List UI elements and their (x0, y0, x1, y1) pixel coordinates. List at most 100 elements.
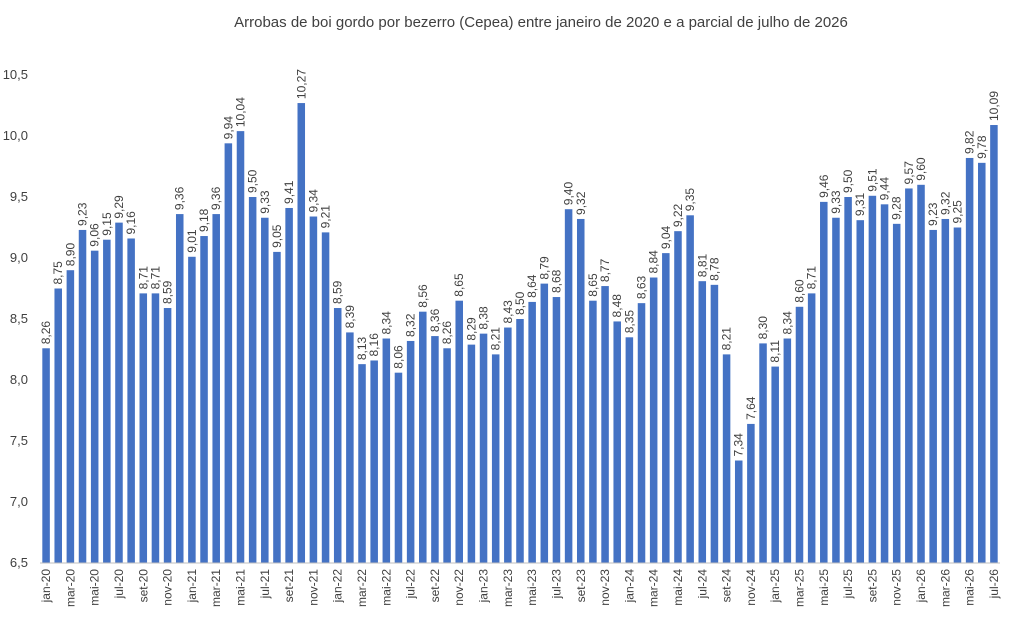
data-label: 9,33 (258, 190, 272, 214)
bar (406, 340, 415, 563)
bar (953, 227, 962, 563)
x-tick-label: set-20 (136, 569, 150, 603)
data-label: 9,25 (950, 200, 964, 224)
bar (589, 300, 597, 563)
data-label: 8,63 (635, 275, 649, 299)
data-label: 10,27 (294, 69, 308, 99)
data-label: 8,79 (537, 256, 551, 280)
y-tick-label: 8,0 (10, 372, 28, 387)
x-tick-label: mai-22 (379, 569, 393, 606)
data-label: 9,28 (890, 196, 904, 220)
data-label: 9,16 (124, 211, 138, 235)
bar (844, 197, 852, 563)
data-label: 8,34 (379, 311, 393, 335)
data-label: 8,84 (647, 250, 661, 274)
bar (42, 348, 50, 563)
data-label: 8,30 (756, 316, 770, 340)
bar (309, 216, 318, 563)
bar (151, 293, 160, 563)
data-label: 9,44 (878, 177, 892, 201)
bar (115, 222, 123, 563)
data-label: 8,38 (477, 306, 491, 330)
x-tick-label: mar-26 (938, 569, 952, 607)
y-tick-label: 7,5 (10, 433, 28, 448)
x-tick-label: jul-22 (404, 569, 418, 600)
bar (613, 321, 621, 563)
bar (66, 270, 75, 563)
bar (747, 423, 755, 563)
bar (321, 232, 330, 563)
data-label: 9,46 (817, 174, 831, 198)
data-label: 8,29 (464, 317, 478, 341)
bar (540, 283, 549, 563)
data-label: 9,01 (185, 229, 199, 253)
y-tick-label: 10,5 (3, 67, 28, 82)
bar (880, 204, 889, 563)
data-label: 8,26 (39, 321, 53, 345)
bar (297, 103, 306, 563)
y-tick-label: 10,0 (3, 128, 28, 143)
bar (528, 301, 536, 563)
x-tick-label: jul-25 (841, 569, 855, 600)
bar (248, 197, 257, 563)
bar (662, 253, 670, 563)
data-label: 8,90 (63, 243, 77, 267)
data-label: 8,11 (768, 340, 782, 363)
bar (504, 327, 512, 563)
data-label: 9,33 (829, 190, 843, 214)
data-label: 9,82 (963, 130, 977, 154)
data-label: 9,05 (270, 224, 284, 248)
x-tick-label: mai-23 (525, 569, 539, 606)
x-tick-label: mai-20 (88, 569, 102, 606)
bar (868, 195, 877, 563)
data-label: 9,41 (282, 180, 296, 204)
x-tick-label: nov-21 (306, 569, 320, 606)
bar (905, 188, 913, 563)
x-tick-label: mar-21 (209, 569, 223, 607)
bar (516, 319, 524, 563)
data-label: 8,59 (331, 280, 345, 304)
data-label: 9,04 (659, 225, 673, 249)
data-label: 8,56 (416, 284, 430, 308)
bar (759, 343, 767, 563)
bar (564, 209, 573, 563)
data-label: 9,50 (246, 169, 260, 193)
data-label: 8,39 (343, 305, 357, 329)
data-label: 8,13 (355, 336, 369, 360)
data-label: 9,36 (173, 186, 187, 210)
x-tick-label: jul-23 (549, 569, 563, 600)
data-labels: 8,268,758,909,239,069,159,299,168,718,71… (39, 69, 1001, 457)
bar (674, 231, 682, 563)
bar (139, 293, 148, 563)
data-label: 8,59 (161, 280, 175, 304)
data-label: 8,48 (610, 294, 624, 318)
bar (710, 284, 719, 563)
data-label: 9,50 (841, 169, 855, 193)
data-label: 8,71 (148, 266, 162, 290)
data-label: 9,36 (209, 186, 223, 210)
bar (163, 308, 172, 563)
x-tick-label: jan-25 (768, 569, 782, 604)
bar (54, 288, 62, 563)
data-label: 8,65 (586, 273, 600, 297)
x-tick-label: mai-26 (963, 569, 977, 606)
data-label: 9,60 (914, 157, 928, 181)
data-label: 9,57 (902, 161, 916, 185)
bar (807, 293, 816, 563)
bar (649, 277, 658, 563)
bar (358, 364, 366, 563)
data-label: 9,23 (76, 202, 90, 226)
x-axis: jan-20 mar-20 mai-20 jul-20 set-20 nov-20 jan-… (39, 569, 1001, 607)
bar (771, 366, 779, 563)
bar (892, 223, 901, 563)
bar (224, 143, 233, 563)
data-label: 9,94 (221, 116, 235, 140)
x-tick-label: nov-23 (598, 569, 612, 606)
x-tick-label: jul-21 (258, 569, 272, 600)
x-tick-label: jan-21 (185, 569, 199, 604)
data-label: 8,36 (428, 308, 442, 332)
bar (103, 239, 111, 563)
data-label: 9,51 (865, 168, 879, 192)
bars (42, 103, 998, 564)
